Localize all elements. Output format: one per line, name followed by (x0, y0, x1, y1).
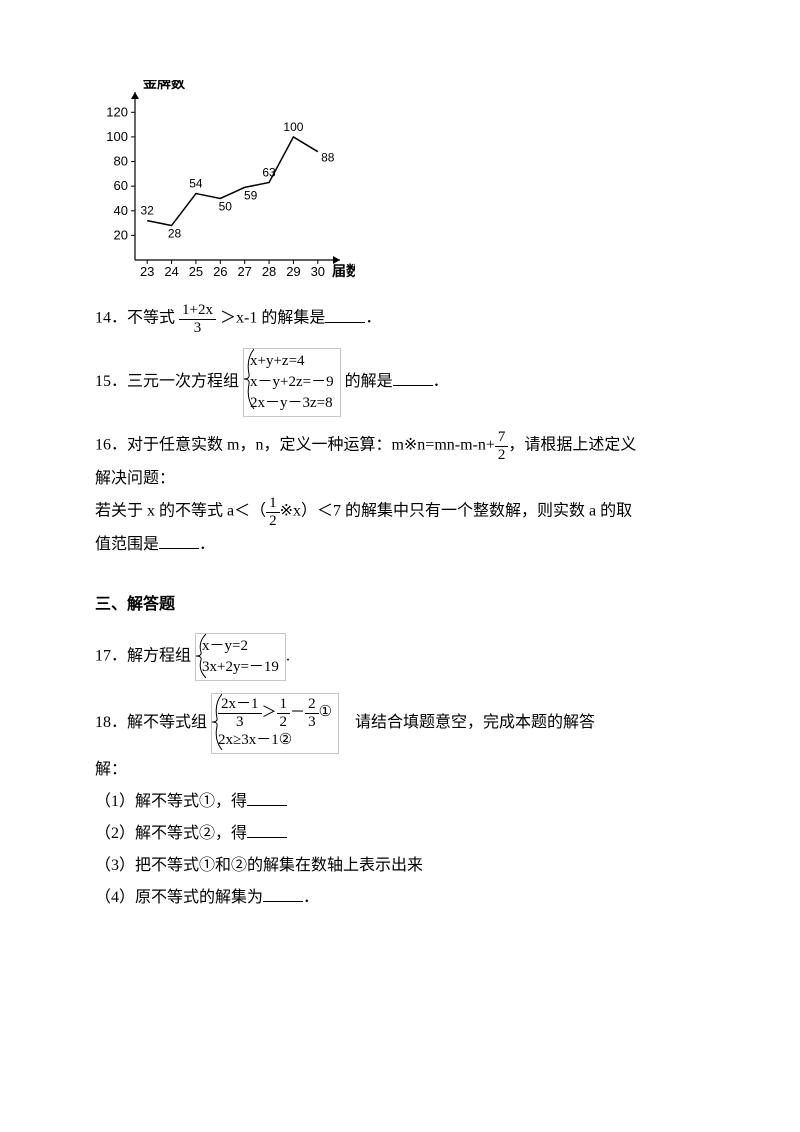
q18-ineq2: 2x≥3x－1② (218, 730, 332, 751)
q15-end: ． (433, 373, 449, 390)
q18-ans-label: 解： (95, 754, 705, 786)
q16-l1a: 16．对于任意实数 m，n，定义一种运算：m※n=mn-m-n+ (95, 437, 495, 454)
svg-text:88: 88 (321, 151, 335, 165)
svg-text:28: 28 (168, 227, 182, 241)
q15-eq2: x－y+2z=－9 (250, 372, 334, 393)
question-14: 14．不等式 1+2x 3 ＞x-1 的解集是 ． (95, 302, 705, 336)
svg-text:28: 28 (262, 264, 276, 279)
q15-suffix: 的解是 (345, 373, 393, 390)
svg-text:59: 59 (244, 188, 258, 202)
svg-text:24: 24 (164, 264, 178, 279)
q18-p4: （4）原不等式的解集为 (95, 889, 263, 906)
q16-frac2: 12 (266, 495, 280, 529)
svg-text:26: 26 (213, 264, 227, 279)
q16-l3b: ※x）＜7 的解集中只有一个整数解，则实数 a 的取 (280, 503, 633, 520)
svg-text:30: 30 (311, 264, 325, 279)
q18-p1: （1）解不等式①，得 (95, 793, 247, 810)
q14-suffix: ＞x-1 的解集是 (220, 310, 325, 327)
q15-blank (393, 369, 433, 386)
q15-eq1: x+y+z=4 (250, 351, 334, 372)
svg-text:50: 50 (219, 199, 233, 213)
question-17: 17．解方程组 x－y=2 3x+2y=－19 . (95, 633, 705, 681)
svg-text:63: 63 (262, 165, 276, 179)
q18-end: ． (303, 889, 319, 906)
q15-eq3: 2x－y－3z=8 (250, 393, 334, 414)
q17-suffix: . (286, 648, 290, 665)
svg-text:20: 20 (114, 227, 128, 242)
svg-text:100: 100 (283, 120, 303, 134)
q15-system: x+y+z=4 x－y+2z=－9 2x－y－3z=8 (243, 348, 341, 417)
q18-blank4 (263, 885, 303, 902)
svg-text:29: 29 (286, 264, 300, 279)
svg-text:54: 54 (189, 177, 203, 191)
question-18: 18．解不等式组 2x－13＞12－23① 2x≥3x－1② 请结合填题意空，完… (95, 693, 705, 914)
q17-eq1: x－y=2 (202, 636, 279, 657)
q16-blank (159, 532, 199, 549)
svg-text:40: 40 (114, 203, 128, 218)
question-16: 16．对于任意实数 m，n，定义一种运算：m※n=mn-m-n+72，请根据上述… (95, 429, 705, 561)
q16-frac1: 72 (495, 429, 509, 463)
svg-text:32: 32 (141, 204, 155, 218)
svg-text:届数: 届数 (332, 263, 355, 279)
gold-medal-chart: 20 40 60 80 100 120 23 24 25 26 27 28 29 30 金牌数届数 32 28 5… (95, 80, 355, 290)
q18-system: 2x－13＞12－23① 2x≥3x－1② (211, 693, 339, 754)
q18-blank1 (247, 789, 287, 806)
q18-prefix: 18．解不等式组 (95, 714, 207, 731)
question-15: 15．三元一次方程组 x+y+z=4 x－y+2z=－9 2x－y－3z=8 的… (95, 348, 705, 417)
brace-icon (212, 694, 224, 750)
chart-svg: 20 40 60 80 100 120 23 24 25 26 27 28 29 30 金牌数届数 32 28 5… (95, 80, 355, 290)
q17-eq2: 3x+2y=－19 (202, 657, 279, 678)
brace-icon (244, 349, 256, 409)
q16-l1b: ，请根据上述定义 (508, 437, 636, 454)
q14-end: ． (365, 310, 381, 327)
q16-l4end: ． (199, 536, 215, 553)
brace-icon (196, 634, 208, 678)
svg-text:80: 80 (114, 154, 128, 169)
q14-fraction: 1+2x 3 (179, 302, 216, 336)
q16-l3a: 若关于 x 的不等式 a＜（ (95, 503, 266, 520)
q14-blank (325, 306, 365, 323)
q14-prefix: 14．不等式 (95, 310, 175, 327)
svg-text:25: 25 (189, 264, 203, 279)
q18-suffix: 请结合填题意空，完成本题的解答 (355, 714, 595, 731)
q17-system: x－y=2 3x+2y=－19 (195, 633, 286, 681)
q16-l2: 解决问题： (95, 463, 705, 495)
section-3-heading: 三、解答题 (95, 589, 705, 621)
svg-text:60: 60 (114, 178, 128, 193)
svg-text:23: 23 (140, 264, 154, 279)
q17-prefix: 17．解方程组 (95, 648, 191, 665)
q18-p3: （3）把不等式①和②的解集在数轴上表示出来 (95, 850, 705, 882)
q15-prefix: 15．三元一次方程组 (95, 373, 239, 390)
q18-blank2 (247, 821, 287, 838)
q18-p2: （2）解不等式②，得 (95, 825, 247, 842)
q16-l4: 值范围是 (95, 536, 159, 553)
svg-text:27: 27 (237, 264, 251, 279)
q18-ineq1: 2x－13＞12－23① (218, 696, 332, 730)
svg-text:金牌数: 金牌数 (142, 80, 186, 91)
svg-text:100: 100 (106, 129, 128, 144)
svg-text:120: 120 (106, 104, 128, 119)
